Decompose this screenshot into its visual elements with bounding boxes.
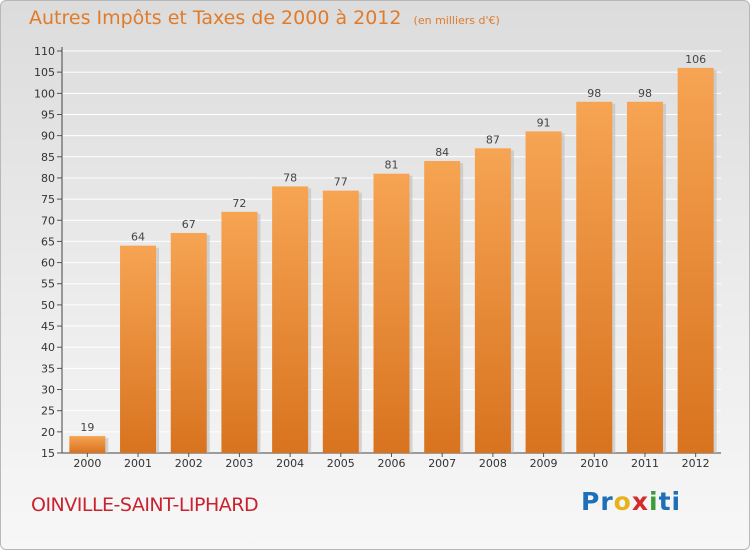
x-tick-label: 2006 [378, 457, 406, 470]
data-label: 91 [537, 116, 551, 129]
data-label: 87 [486, 133, 500, 146]
logo-part: ti [658, 487, 682, 516]
data-label: 78 [283, 171, 297, 184]
y-tick-label: 15 [41, 447, 55, 460]
y-tick-label: 110 [34, 45, 55, 58]
bar [424, 161, 461, 453]
y-tick-label: 55 [41, 278, 55, 291]
bar [576, 101, 613, 454]
y-tick-label: 60 [41, 257, 55, 270]
bar [474, 148, 511, 454]
x-tick-label: 2007 [428, 457, 456, 470]
bar [120, 245, 157, 453]
x-tick-label: 2005 [327, 457, 355, 470]
y-tick-label: 50 [41, 299, 55, 312]
chart-unit: (en milliers d'€) [413, 14, 500, 27]
chart-title-text: Autres Impôts et Taxes de 2000 à 2012 [29, 7, 402, 29]
x-tick-label: 2012 [682, 457, 710, 470]
y-tick-label: 40 [41, 341, 55, 354]
data-label: 84 [435, 146, 449, 159]
proxiti-logo[interactable]: Proxiti [581, 487, 681, 516]
y-tick-label: 25 [41, 405, 55, 418]
chart-title: Autres Impôts et Taxes de 2000 à 2012 (e… [29, 7, 500, 29]
x-tick-label: 2003 [225, 457, 253, 470]
data-label: 98 [587, 87, 601, 100]
data-label: 64 [131, 231, 145, 244]
y-tick-label: 100 [34, 87, 55, 100]
x-tick-label: 2001 [124, 457, 152, 470]
data-label: 67 [182, 218, 196, 231]
y-tick-label: 35 [41, 362, 55, 375]
bar [170, 232, 207, 453]
bar [69, 436, 106, 453]
data-label: 72 [232, 197, 246, 210]
y-tick-label: 80 [41, 172, 55, 185]
bar [272, 186, 309, 453]
bar [677, 67, 714, 453]
logo-part: o [613, 487, 632, 516]
data-label: 81 [385, 159, 399, 172]
bar [525, 131, 562, 453]
x-tick-label: 2009 [530, 457, 558, 470]
commune-name: OINVILLE-SAINT-LIPHARD [31, 494, 259, 516]
data-label: 106 [685, 53, 706, 66]
y-tick-label: 65 [41, 235, 55, 248]
x-tick-label: 2008 [479, 457, 507, 470]
y-tick-label: 90 [41, 130, 55, 143]
y-tick-label: 75 [41, 193, 55, 206]
bar [626, 101, 663, 454]
y-tick-label: 70 [41, 214, 55, 227]
y-tick-label: 95 [41, 108, 55, 121]
data-label: 98 [638, 87, 652, 100]
y-tick-label: 30 [41, 384, 55, 397]
logo-part: x [631, 487, 649, 516]
x-tick-label: 2004 [276, 457, 304, 470]
x-tick-label: 2010 [580, 457, 608, 470]
y-tick-label: 85 [41, 151, 55, 164]
logo-part: Pr [581, 487, 614, 516]
y-tick-label: 20 [41, 426, 55, 439]
x-tick-label: 2002 [175, 457, 203, 470]
bar [322, 190, 359, 454]
data-label: 19 [80, 421, 94, 434]
data-label: 77 [334, 176, 348, 189]
y-tick-label: 105 [34, 66, 55, 79]
bar [221, 211, 258, 453]
y-tick-label: 45 [41, 320, 55, 333]
bar [373, 173, 410, 453]
x-tick-label: 2000 [73, 457, 101, 470]
x-tick-label: 2011 [631, 457, 659, 470]
logo-part: i [648, 487, 659, 516]
